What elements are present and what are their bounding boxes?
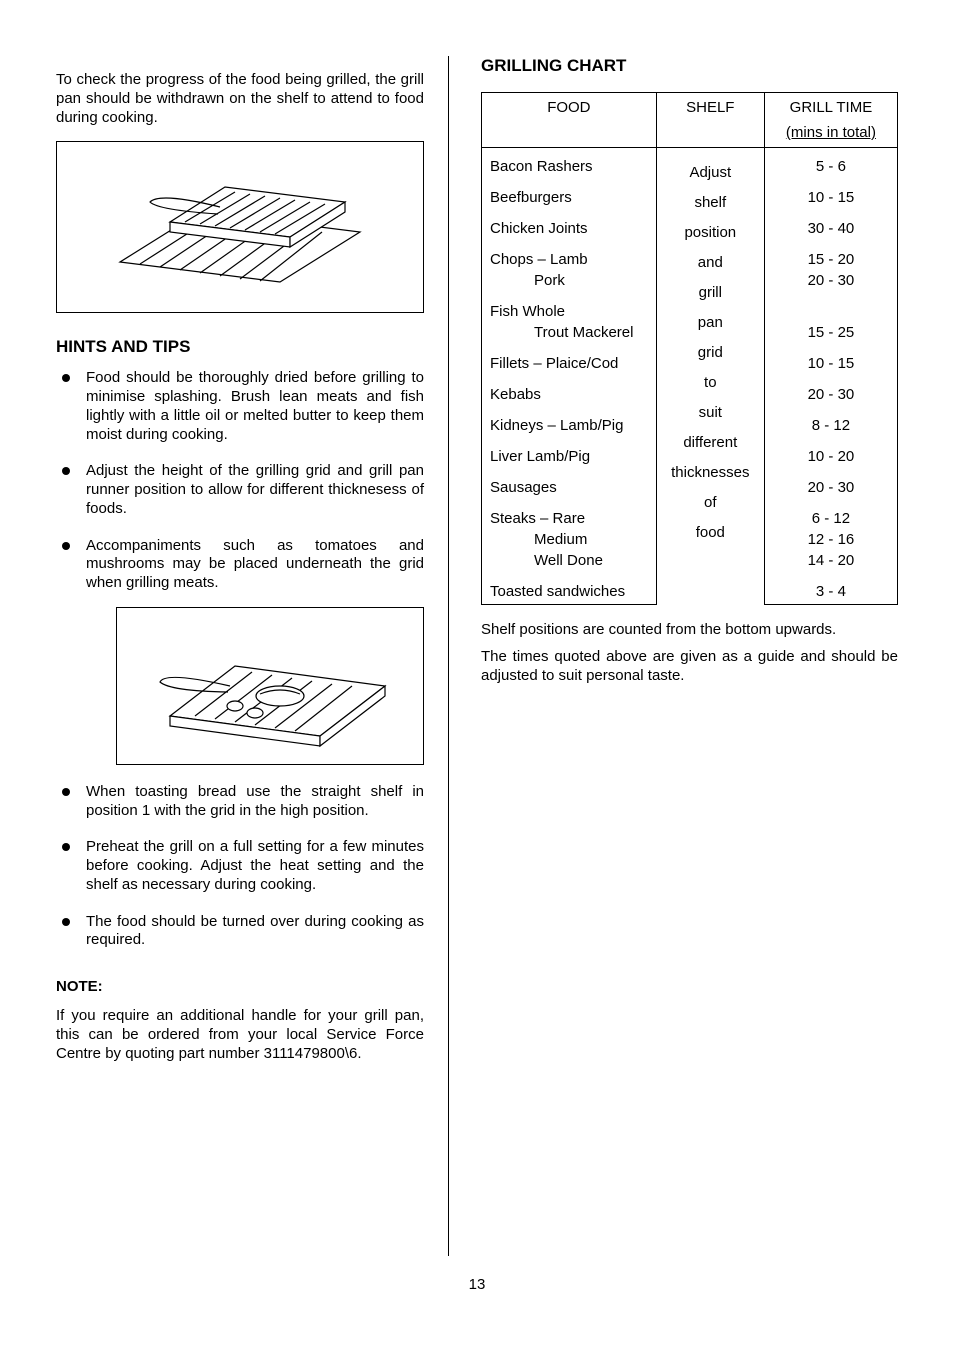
hints-heading: HINTS AND TIPS (56, 337, 424, 357)
tip-item: Preheat the grill on a full setting for … (56, 838, 424, 894)
food-cell: Sausages (482, 469, 657, 500)
figure-grill-pan-shelf (56, 141, 424, 313)
time-cell: 12 - 16 (764, 531, 897, 552)
th-time-sub: (mins in total) (764, 124, 897, 148)
food-cell: Liver Lamb/Pig (482, 438, 657, 469)
time-cell: 10 - 15 (764, 179, 897, 210)
chart-note: The times quoted above are given as a gu… (481, 648, 898, 686)
right-column: GRILLING CHART FOOD SHELF GRILL TIME (mi… (477, 56, 898, 1256)
food-cell: Medium (482, 531, 657, 552)
time-cell: 8 - 12 (764, 407, 897, 438)
chart-note: Shelf positions are counted from the bot… (481, 621, 898, 640)
tip-item: Accompaniments such as tomatoes and mush… (56, 537, 424, 765)
shelf-cell: Adjustshelfpositionandgrillpangridtosuit… (656, 148, 764, 605)
food-cell: Beefburgers (482, 179, 657, 210)
tip-item: When toasting bread use the straight she… (56, 783, 424, 821)
th-food: FOOD (482, 93, 657, 125)
food-cell: Kidneys – Lamb/Pig (482, 407, 657, 438)
time-cell: 10 - 15 (764, 345, 897, 376)
th-time: GRILL TIME (764, 93, 897, 125)
food-cell: Bacon Rashers (482, 148, 657, 180)
time-cell: 10 - 20 (764, 438, 897, 469)
th-shelf-sub (656, 124, 764, 148)
tip-item: Food should be thoroughly dried before g… (56, 369, 424, 444)
tip-item: Adjust the height of the grilling grid a… (56, 462, 424, 518)
food-cell: Toasted sandwiches (482, 573, 657, 605)
food-cell: Chicken Joints (482, 210, 657, 241)
grilling-chart-table: FOOD SHELF GRILL TIME (mins in total) Ba… (481, 92, 898, 605)
left-column: To check the progress of the food being … (56, 56, 449, 1256)
time-cell (764, 293, 897, 324)
time-cell: 20 - 30 (764, 469, 897, 500)
note-body: If you require an additional handle for … (56, 1007, 424, 1063)
food-cell: Fish Whole (482, 293, 657, 324)
food-cell: Well Done (482, 552, 657, 573)
time-cell: 14 - 20 (764, 552, 897, 573)
tip-text: Accompaniments such as tomatoes and mush… (86, 537, 424, 592)
th-food-sub (482, 124, 657, 148)
food-cell: Pork (482, 272, 657, 293)
grill-pan-shelf-icon (100, 152, 380, 302)
food-cell: Steaks – Rare (482, 500, 657, 531)
grill-pan-food-icon (140, 616, 400, 756)
time-cell: 20 - 30 (764, 272, 897, 293)
time-cell: 30 - 40 (764, 210, 897, 241)
food-cell: Fillets – Plaice/Cod (482, 345, 657, 376)
tip-item: The food should be turned over during co… (56, 913, 424, 951)
page-number: 13 (56, 1276, 898, 1293)
time-cell: 5 - 6 (764, 148, 897, 180)
th-shelf: SHELF (656, 93, 764, 125)
time-cell: 15 - 25 (764, 324, 897, 345)
time-cell: 15 - 20 (764, 241, 897, 272)
food-cell: Chops – Lamb (482, 241, 657, 272)
chart-heading: GRILLING CHART (481, 56, 898, 76)
tips-list: Food should be thoroughly dried before g… (56, 369, 424, 950)
figure-grill-pan-food (116, 607, 424, 765)
chart-notes: Shelf positions are counted from the bot… (481, 621, 898, 685)
time-cell: 20 - 30 (764, 376, 897, 407)
note-label: NOTE: (56, 978, 424, 995)
food-cell: Kebabs (482, 376, 657, 407)
intro-text: To check the progress of the food being … (56, 71, 424, 127)
food-cell: Trout Mackerel (482, 324, 657, 345)
time-cell: 6 - 12 (764, 500, 897, 531)
time-cell: 3 - 4 (764, 573, 897, 605)
